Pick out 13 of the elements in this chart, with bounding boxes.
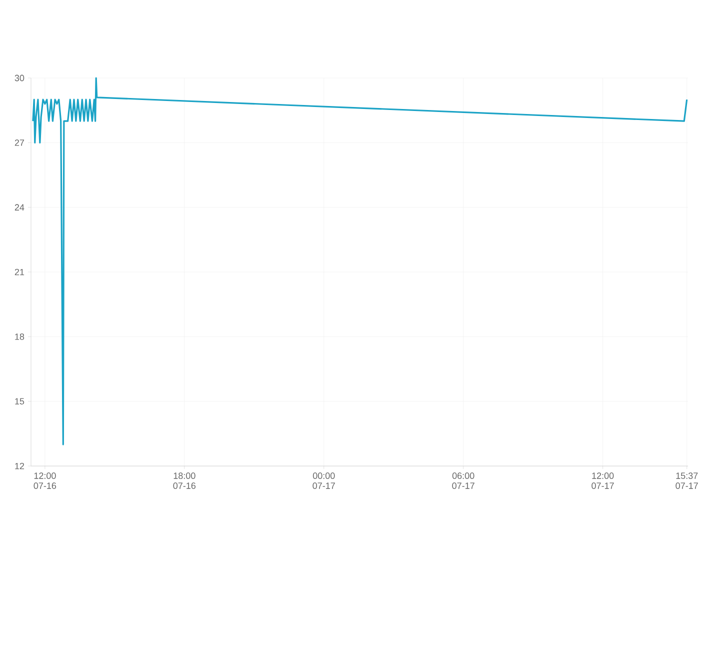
x-tick-label: 12:00 07-17 — [592, 472, 614, 489]
y-tick-label: 18 — [15, 333, 24, 340]
y-tick-label: 27 — [14, 140, 24, 146]
y-tick-label: 30 — [14, 74, 24, 82]
y-tick-label: 21 — [14, 268, 24, 276]
x-tick-label: 12:00 07-16 — [34, 472, 56, 489]
x-tick-label: 18:00 07-16 — [173, 472, 196, 489]
y-tick-label: 12 — [15, 462, 24, 470]
y-tick-label: 15 — [15, 398, 24, 404]
x-tick-label: 15:37 07-17 — [676, 472, 698, 489]
y-tick-label: 24 — [14, 204, 24, 210]
x-tick-label: 00:00 07-17 — [312, 472, 335, 489]
x-tick-label: 06:00 07-17 — [452, 472, 474, 489]
